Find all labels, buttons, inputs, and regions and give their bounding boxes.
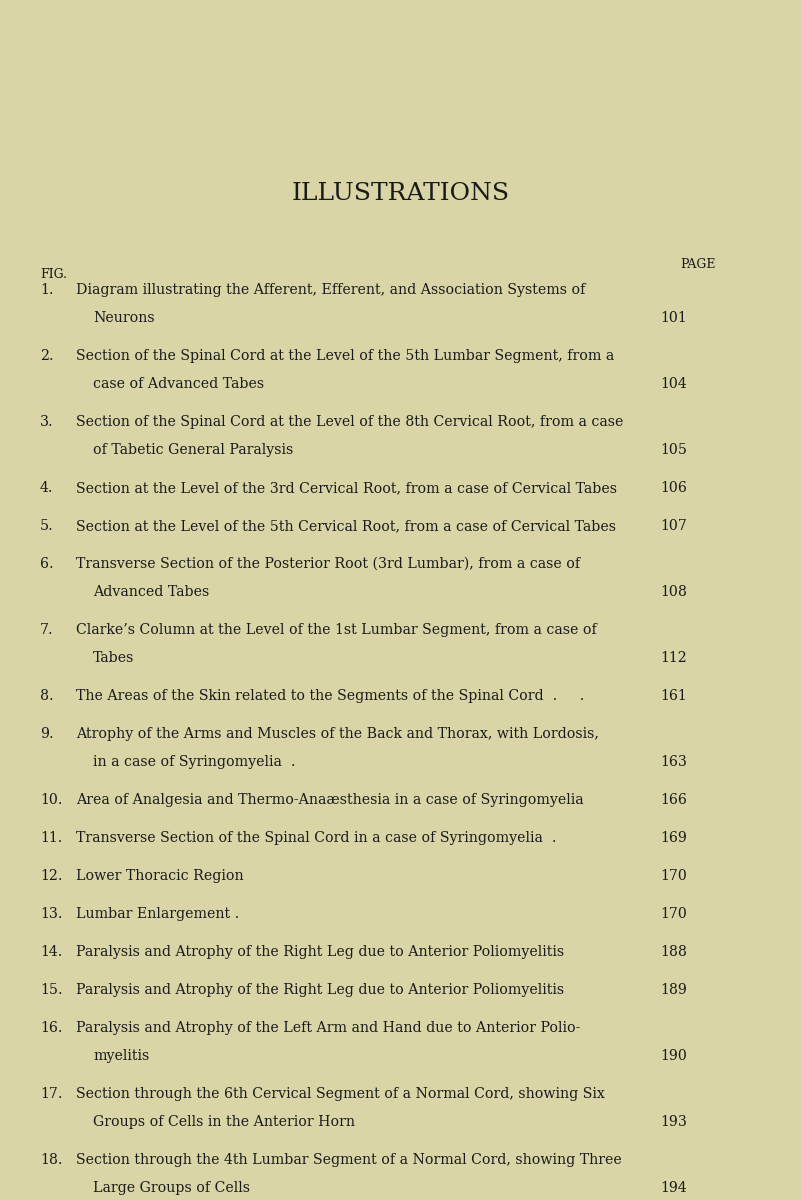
Text: Large Groups of Cells: Large Groups of Cells	[93, 1181, 250, 1195]
Text: 188: 188	[660, 946, 687, 959]
Text: in a case of Syringomyelia  .: in a case of Syringomyelia .	[93, 755, 296, 769]
Text: 194: 194	[660, 1181, 686, 1195]
Text: 5.: 5.	[40, 518, 54, 533]
Text: Section through the 4th Lumbar Segment of a Normal Cord, showing Three: Section through the 4th Lumbar Segment o…	[76, 1153, 622, 1166]
Text: case of Advanced Tabes: case of Advanced Tabes	[93, 377, 264, 391]
Text: 101: 101	[660, 311, 686, 325]
Text: Neurons: Neurons	[93, 311, 155, 325]
Text: Section at the Level of the 5th Cervical Root, from a case of Cervical Tabes: Section at the Level of the 5th Cervical…	[76, 518, 616, 533]
Text: Area of Analgesia and Thermo-Anaæsthesia in a case of Syringomyelia: Area of Analgesia and Thermo-Anaæsthesia…	[76, 793, 584, 806]
Text: 170: 170	[660, 907, 687, 922]
Text: Groups of Cells in the Anterior Horn: Groups of Cells in the Anterior Horn	[93, 1115, 355, 1129]
Text: 4.: 4.	[40, 481, 54, 494]
Text: 10.: 10.	[40, 793, 62, 806]
Text: 170: 170	[660, 869, 687, 883]
Text: ILLUSTRATIONS: ILLUSTRATIONS	[292, 181, 509, 204]
Text: 17.: 17.	[40, 1087, 62, 1102]
Text: Section of the Spinal Cord at the Level of the 5th Lumbar Segment, from a: Section of the Spinal Cord at the Level …	[76, 349, 614, 362]
Text: 15.: 15.	[40, 983, 62, 997]
Text: 161: 161	[660, 689, 686, 703]
Text: 8.: 8.	[40, 689, 54, 703]
Text: 169: 169	[660, 830, 687, 845]
Text: Transverse Section of the Spinal Cord in a case of Syringomyelia  .: Transverse Section of the Spinal Cord in…	[76, 830, 557, 845]
Text: Diagram illustrating the Afferent, Efferent, and Association Systems of: Diagram illustrating the Afferent, Effer…	[76, 283, 586, 296]
Text: 193: 193	[660, 1115, 687, 1129]
Text: FIG.: FIG.	[40, 268, 67, 281]
Text: 112: 112	[660, 650, 686, 665]
Text: 16.: 16.	[40, 1021, 62, 1034]
Text: myelitis: myelitis	[93, 1049, 149, 1063]
Text: 2.: 2.	[40, 349, 54, 362]
Text: 18.: 18.	[40, 1153, 62, 1166]
Text: 108: 108	[660, 584, 687, 599]
Text: Atrophy of the Arms and Muscles of the Back and Thorax, with Lordosis,: Atrophy of the Arms and Muscles of the B…	[76, 727, 599, 740]
Text: Lumbar Enlargement .: Lumbar Enlargement .	[76, 907, 239, 922]
Text: Advanced Tabes: Advanced Tabes	[93, 584, 209, 599]
Text: 105: 105	[660, 443, 687, 457]
Text: 7.: 7.	[40, 623, 54, 637]
Text: The Areas of the Skin related to the Segments of the Spinal Cord  .     .: The Areas of the Skin related to the Seg…	[76, 689, 585, 703]
Text: Paralysis and Atrophy of the Right Leg due to Anterior Poliomyelitis: Paralysis and Atrophy of the Right Leg d…	[76, 983, 564, 997]
Text: 190: 190	[660, 1049, 687, 1063]
Text: 11.: 11.	[40, 830, 62, 845]
Text: 166: 166	[660, 793, 687, 806]
Text: 1.: 1.	[40, 283, 54, 296]
Text: Clarke’s Column at the Level of the 1st Lumbar Segment, from a case of: Clarke’s Column at the Level of the 1st …	[76, 623, 597, 637]
Text: 163: 163	[660, 755, 687, 769]
Text: Section of the Spinal Cord at the Level of the 8th Cervical Root, from a case: Section of the Spinal Cord at the Level …	[76, 415, 623, 428]
Text: 6.: 6.	[40, 557, 54, 571]
Text: Paralysis and Atrophy of the Left Arm and Hand due to Anterior Polio-: Paralysis and Atrophy of the Left Arm an…	[76, 1021, 581, 1034]
Text: 189: 189	[660, 983, 687, 997]
Text: 12.: 12.	[40, 869, 62, 883]
Text: Paralysis and Atrophy of the Right Leg due to Anterior Poliomyelitis: Paralysis and Atrophy of the Right Leg d…	[76, 946, 564, 959]
Text: 104: 104	[660, 377, 686, 391]
Text: Tabes: Tabes	[93, 650, 135, 665]
Text: Lower Thoracic Region: Lower Thoracic Region	[76, 869, 244, 883]
Text: 14.: 14.	[40, 946, 62, 959]
Text: of Tabetic General Paralysis: of Tabetic General Paralysis	[93, 443, 293, 457]
Text: 3.: 3.	[40, 415, 54, 428]
Text: Transverse Section of the Posterior Root (3rd Lumbar), from a case of: Transverse Section of the Posterior Root…	[76, 557, 580, 571]
Text: 106: 106	[660, 481, 687, 494]
Text: 13.: 13.	[40, 907, 62, 922]
Text: Section through the 6th Cervical Segment of a Normal Cord, showing Six: Section through the 6th Cervical Segment…	[76, 1087, 605, 1102]
Text: PAGE: PAGE	[680, 258, 715, 271]
Text: 107: 107	[660, 518, 687, 533]
Text: 9.: 9.	[40, 727, 54, 740]
Text: Section at the Level of the 3rd Cervical Root, from a case of Cervical Tabes: Section at the Level of the 3rd Cervical…	[76, 481, 617, 494]
